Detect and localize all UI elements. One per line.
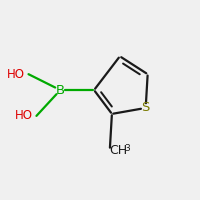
Text: S: S [141, 101, 150, 114]
Text: CH: CH [109, 144, 127, 157]
Text: HO: HO [14, 109, 32, 122]
Text: HO: HO [7, 68, 25, 81]
Text: B: B [56, 84, 65, 97]
Text: 3: 3 [124, 144, 130, 153]
